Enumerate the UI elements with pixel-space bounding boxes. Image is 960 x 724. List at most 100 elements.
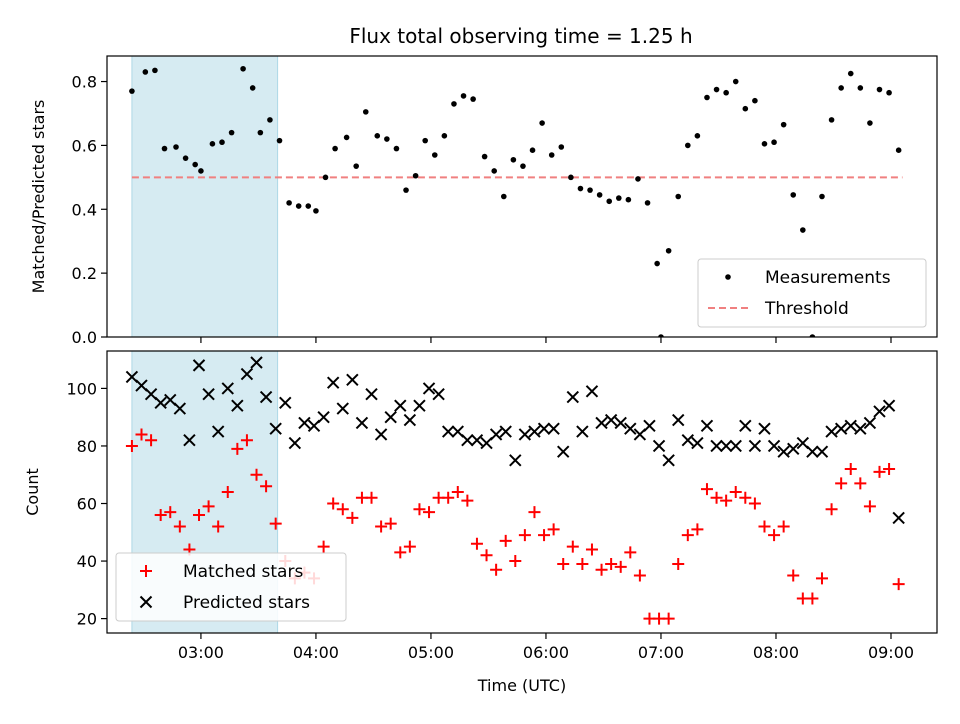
legend: Measurements Threshold xyxy=(697,258,927,328)
predicted-stars-point xyxy=(537,422,551,435)
matched-stars-point xyxy=(231,442,244,455)
predicted-stars-point xyxy=(394,399,407,412)
matched-stars-point xyxy=(720,494,733,507)
predicted-stars-point xyxy=(806,445,819,458)
predicted-stars-point xyxy=(432,387,445,401)
matched-stars-point xyxy=(394,546,407,559)
predicted-stars-point xyxy=(279,396,292,410)
measurements-point xyxy=(675,193,682,200)
predicted-stars-point xyxy=(672,413,685,427)
predicted-stars-point xyxy=(566,390,580,404)
measurements-point xyxy=(635,176,641,182)
predicted-stars-point xyxy=(221,382,234,395)
predicted-stars-point xyxy=(595,416,608,430)
matched-stars-point xyxy=(892,578,905,591)
predicted-stars-point xyxy=(729,439,742,453)
measurements-point xyxy=(644,200,651,206)
predicted-stars-point xyxy=(739,419,752,433)
predicted-stars-point xyxy=(336,402,349,415)
matched-stars-point xyxy=(768,529,781,542)
predicted-stars-point xyxy=(355,416,369,430)
predicted-stars-point xyxy=(269,422,282,435)
matched-stars-point xyxy=(154,509,167,522)
matched-stars-point xyxy=(691,523,704,536)
measurements-point xyxy=(332,145,338,152)
measurements-point xyxy=(685,142,691,149)
predicted-stars-point xyxy=(441,425,455,438)
predicted-stars-point xyxy=(250,356,263,369)
matched-stars-point xyxy=(777,520,790,533)
measurements-point xyxy=(219,139,225,146)
legend-label: Measurements xyxy=(765,268,891,288)
predicted-stars-point xyxy=(758,422,771,435)
y-tick-label: 60 xyxy=(77,495,97,514)
y-tick-label: 40 xyxy=(77,552,97,571)
measurements-point xyxy=(780,121,787,128)
matched-stars-point xyxy=(806,592,819,605)
measurements-point xyxy=(481,153,488,160)
predicted-stars-point xyxy=(374,428,388,441)
predicted-stars-point xyxy=(700,419,714,433)
measurements-point xyxy=(886,89,892,96)
measurements-point xyxy=(654,260,660,267)
measurements-point xyxy=(161,145,168,152)
predicted-stars-point xyxy=(748,439,762,453)
predicted-stars-point xyxy=(298,416,311,430)
matched-stars-point xyxy=(509,555,522,568)
measurements-point xyxy=(771,139,777,146)
measurements-point xyxy=(305,203,312,209)
measurements-point xyxy=(431,152,438,158)
legend-predicted-swatch xyxy=(139,595,153,609)
measurements-point xyxy=(412,172,419,179)
matched-stars-point xyxy=(470,537,483,550)
matched-stars-point xyxy=(748,497,761,510)
predicted-stars-point xyxy=(240,367,254,381)
matched-stars-point xyxy=(710,491,723,504)
matched-stars-point xyxy=(212,520,225,533)
measurements-point xyxy=(295,203,302,209)
measurements-point xyxy=(393,145,400,152)
legend-label: Predicted stars xyxy=(183,593,310,613)
predicted-stars-point xyxy=(547,422,560,435)
predicted-stars-point xyxy=(643,419,656,433)
y-tick-label: 0.2 xyxy=(72,264,97,283)
matched-stars-point xyxy=(863,500,876,513)
measurements-point xyxy=(267,117,273,123)
predicted-stars-point xyxy=(882,399,896,412)
matched-stars-point xyxy=(614,560,627,573)
matched-stars-point xyxy=(739,491,752,504)
predicted-stars-point xyxy=(317,410,330,424)
predicted-stars-point xyxy=(461,433,474,447)
matched-stars-point xyxy=(700,483,713,496)
matched-stars-point xyxy=(480,549,493,562)
matched-stars-point xyxy=(528,506,541,519)
measurements-point xyxy=(343,134,350,141)
measurements-point xyxy=(587,187,593,193)
matched-stars-point xyxy=(193,509,206,522)
matched-stars-point xyxy=(758,520,771,533)
predicted-stars-point xyxy=(614,416,627,430)
matched-stars-point xyxy=(873,465,886,478)
measurements-point xyxy=(723,89,729,96)
predicted-stars-point xyxy=(202,387,215,401)
measurements-point xyxy=(353,163,359,169)
measurements-point xyxy=(491,168,498,174)
measurements-point xyxy=(403,187,409,193)
matched-stars-point xyxy=(375,520,388,533)
legend-label: Matched stars xyxy=(183,562,303,582)
measurements-point xyxy=(838,85,844,91)
predicted-stars-point xyxy=(192,359,206,372)
matched-stars-point xyxy=(403,540,416,553)
predicted-stars-point xyxy=(825,425,838,438)
legend-matched-swatch xyxy=(140,565,152,577)
predicted-stars-point xyxy=(844,419,857,433)
x-tick-label: 08:00 xyxy=(753,643,799,662)
matched-stars-point xyxy=(269,517,282,530)
measurements-point xyxy=(568,174,574,181)
predicted-stars-point xyxy=(691,436,704,450)
predicted-stars-point xyxy=(384,410,397,424)
measurements-point xyxy=(192,161,198,168)
matched-stars-point xyxy=(135,428,148,441)
axes-frame xyxy=(106,350,938,634)
measurements-point xyxy=(616,195,622,201)
